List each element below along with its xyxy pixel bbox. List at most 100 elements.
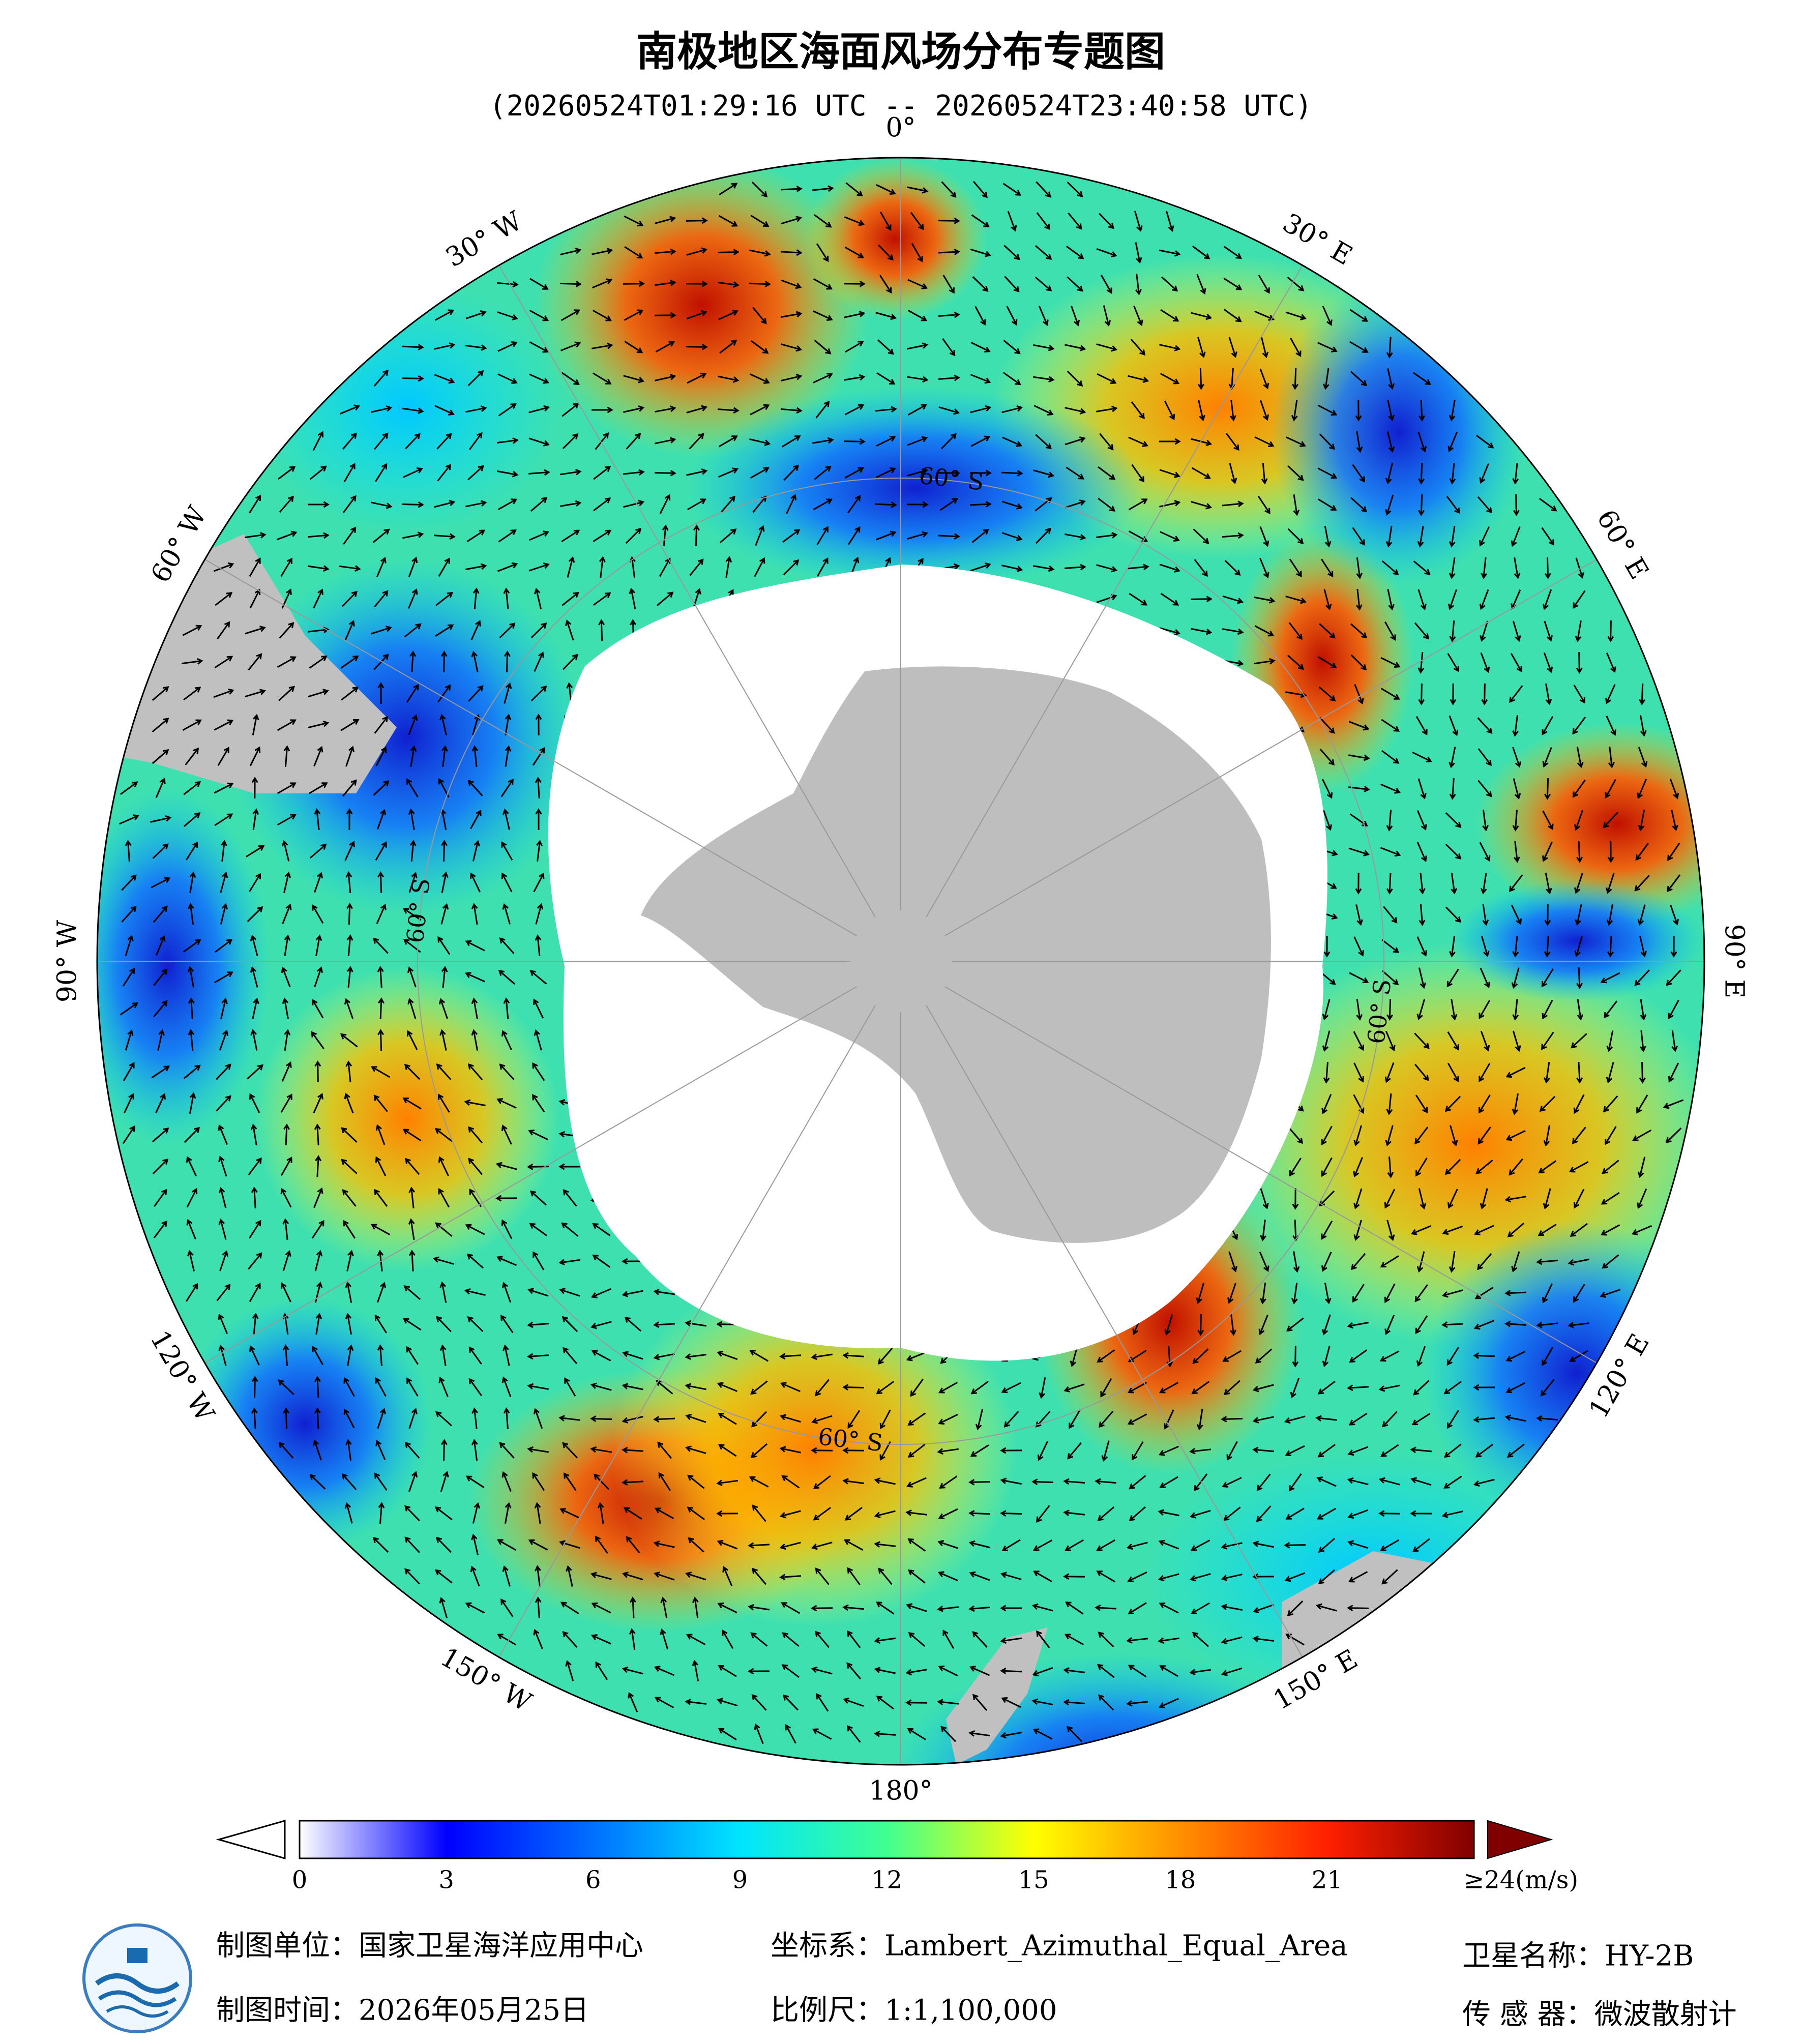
wind-arrow	[1449, 525, 1456, 548]
wind-arrow	[1097, 1349, 1115, 1363]
wind-arrow	[1353, 1188, 1363, 1209]
wind-arrow	[123, 1062, 135, 1082]
wind-arrow	[1415, 716, 1428, 735]
wind-arrow	[623, 375, 645, 383]
wind-arrow	[376, 904, 387, 924]
wind-arrow	[1129, 1475, 1146, 1490]
wind-arrow	[1504, 1196, 1526, 1203]
wind-arrow	[1098, 1694, 1114, 1711]
wind-arrow	[1096, 532, 1118, 539]
wind-arrow	[1413, 560, 1431, 575]
wind-arrow	[501, 1471, 512, 1492]
wind-arrow	[1575, 620, 1582, 642]
wind-arrow	[1348, 721, 1370, 731]
wind-arrow	[1449, 1251, 1456, 1273]
wind-arrow	[342, 1189, 357, 1207]
wind-arrow	[1252, 1384, 1274, 1393]
wind-arrow	[1126, 1700, 1148, 1707]
wind-arrow	[1543, 1188, 1551, 1210]
wind-arrow	[782, 435, 801, 448]
wind-arrow	[434, 1128, 453, 1142]
wind-arrow	[217, 621, 230, 640]
wind-arrow	[1096, 343, 1118, 352]
wind-arrow	[1164, 1314, 1173, 1336]
wind-arrow	[1542, 1346, 1554, 1366]
wind-arrow	[1001, 500, 1023, 510]
wind-arrow	[1603, 1095, 1618, 1113]
wind-arrow	[1509, 685, 1523, 703]
wind-arrow	[779, 1446, 801, 1454]
wind-arrow	[465, 405, 487, 413]
wind-arrow	[1381, 719, 1400, 732]
wind-arrow	[408, 1218, 415, 1240]
wind-arrow	[717, 1539, 738, 1550]
wind-arrow	[536, 840, 543, 862]
wind-arrow	[1606, 716, 1616, 736]
wind-arrow	[1223, 1380, 1240, 1396]
wind-arrow	[686, 343, 708, 350]
wind-arrow	[409, 650, 417, 673]
wind-arrow	[1164, 1409, 1174, 1430]
wind-arrow	[1189, 1669, 1212, 1676]
wind-arrow	[1252, 1446, 1275, 1454]
wind-arrow	[437, 936, 451, 955]
wind-arrow	[1165, 211, 1174, 232]
wind-arrow	[505, 745, 512, 767]
wind-arrow	[590, 1382, 612, 1391]
wind-arrow	[120, 781, 138, 795]
wind-arrow	[1447, 1031, 1459, 1051]
colorbar-tick-label: 9	[732, 1866, 748, 1894]
wind-arrow	[1000, 1477, 1022, 1485]
wind-arrow	[345, 871, 352, 894]
wind-arrow	[1577, 999, 1584, 1021]
wind-arrow	[1001, 1697, 1021, 1708]
wind-arrow	[279, 495, 294, 513]
wind-arrow	[534, 587, 542, 609]
wind-arrow	[307, 627, 330, 633]
wind-arrow	[1289, 558, 1302, 578]
wind-arrow	[971, 528, 989, 543]
wind-arrow	[686, 1634, 706, 1645]
wind-arrow	[1194, 1473, 1208, 1492]
wind-arrow	[1481, 557, 1488, 579]
wind-arrow	[938, 406, 960, 415]
wind-arrow	[248, 653, 262, 671]
wind-arrow	[685, 1699, 707, 1705]
wind-arrow	[779, 1510, 801, 1519]
wind-arrow	[560, 341, 581, 351]
wind-arrow	[497, 1539, 517, 1551]
wind-arrow	[685, 1413, 706, 1423]
wind-arrow	[1415, 1158, 1428, 1177]
wind-arrow	[1159, 469, 1180, 478]
wind-arrow	[750, 404, 770, 416]
wind-arrow	[1224, 559, 1241, 576]
wind-arrow	[844, 467, 865, 479]
wind-arrow	[563, 1347, 578, 1365]
wind-arrow	[1575, 557, 1584, 579]
wind-arrow	[280, 1093, 292, 1113]
wind-arrow	[1569, 1350, 1588, 1362]
wind-arrow	[344, 841, 355, 861]
wind-arrow	[717, 407, 740, 414]
island-land	[946, 1627, 1048, 1765]
wind-arrow	[249, 588, 261, 609]
wind-arrow	[344, 998, 354, 1019]
wind-arrow	[1100, 1378, 1112, 1398]
wind-arrow	[505, 1502, 512, 1524]
wind-arrow	[813, 1475, 831, 1490]
wind-arrow	[346, 934, 353, 957]
wind-arrow	[1444, 1159, 1461, 1175]
wind-arrow	[812, 437, 834, 444]
wind-arrow	[438, 1376, 449, 1398]
wind-arrow	[910, 1378, 924, 1397]
wind-arrow	[781, 373, 803, 382]
wind-arrow	[1317, 342, 1338, 352]
wind-arrow	[811, 1415, 833, 1424]
wind-arrow	[468, 432, 483, 451]
wind-arrow	[213, 562, 234, 572]
wind-arrow	[814, 465, 832, 480]
wind-arrow	[344, 619, 355, 640]
wind-arrow	[595, 1661, 608, 1680]
wind-arrow	[1572, 779, 1586, 798]
wind-arrow	[786, 494, 797, 514]
